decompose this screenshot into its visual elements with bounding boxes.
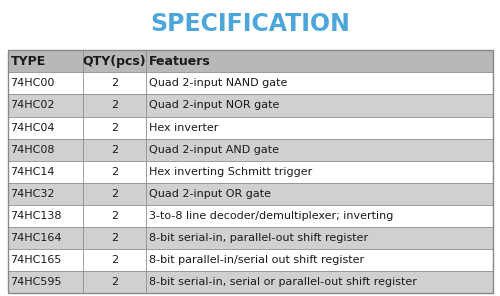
Bar: [8, 94, 83, 117]
Text: 2: 2: [110, 78, 118, 89]
Bar: [82, 94, 146, 117]
Bar: [82, 183, 146, 205]
Text: Quad 2-input NOR gate: Quad 2-input NOR gate: [148, 100, 279, 110]
Bar: [8, 50, 492, 293]
Bar: [8, 139, 83, 161]
Bar: [146, 227, 492, 249]
Text: 74HC32: 74HC32: [10, 189, 55, 199]
Text: 74HC14: 74HC14: [10, 167, 55, 177]
Bar: [8, 227, 83, 249]
Bar: [82, 117, 146, 139]
Bar: [8, 271, 83, 293]
Text: Quad 2-input AND gate: Quad 2-input AND gate: [148, 145, 278, 155]
Text: 2: 2: [110, 189, 118, 199]
Text: 8-bit parallel-in/serial out shift register: 8-bit parallel-in/serial out shift regis…: [148, 255, 364, 265]
Text: Quad 2-input NAND gate: Quad 2-input NAND gate: [148, 78, 287, 89]
Text: 2: 2: [110, 167, 118, 177]
Bar: [8, 205, 83, 227]
Bar: [8, 73, 83, 94]
Bar: [146, 249, 492, 271]
Bar: [8, 50, 83, 73]
Text: 74HC595: 74HC595: [10, 277, 62, 287]
Bar: [82, 249, 146, 271]
Text: 8-bit serial-in, serial or parallel-out shift register: 8-bit serial-in, serial or parallel-out …: [148, 277, 416, 287]
Text: SPECIFICATION: SPECIFICATION: [150, 12, 350, 36]
Text: 2: 2: [110, 255, 118, 265]
Text: 2: 2: [110, 145, 118, 155]
Bar: [146, 50, 492, 73]
Text: 3-to-8 line decoder/demultiplexer; inverting: 3-to-8 line decoder/demultiplexer; inver…: [148, 211, 393, 221]
Text: 2: 2: [110, 123, 118, 133]
Bar: [146, 117, 492, 139]
Bar: [146, 205, 492, 227]
Bar: [82, 161, 146, 183]
Bar: [146, 73, 492, 94]
Text: 74HC165: 74HC165: [10, 255, 62, 265]
Bar: [146, 183, 492, 205]
Bar: [8, 161, 83, 183]
Text: 74HC04: 74HC04: [10, 123, 55, 133]
Text: 2: 2: [110, 211, 118, 221]
Text: 8-bit serial-in, parallel-out shift register: 8-bit serial-in, parallel-out shift regi…: [148, 233, 368, 243]
Text: Hex inverting Schmitt trigger: Hex inverting Schmitt trigger: [148, 167, 312, 177]
Text: Featuers: Featuers: [148, 55, 210, 68]
Text: Hex inverter: Hex inverter: [148, 123, 218, 133]
Text: 2: 2: [110, 233, 118, 243]
Text: Quad 2-input OR gate: Quad 2-input OR gate: [148, 189, 270, 199]
Text: QTY(pcs): QTY(pcs): [82, 55, 146, 68]
Bar: [8, 183, 83, 205]
Text: 2: 2: [110, 100, 118, 110]
Bar: [8, 249, 83, 271]
Text: 2: 2: [110, 277, 118, 287]
Bar: [146, 139, 492, 161]
Bar: [8, 117, 83, 139]
Bar: [82, 271, 146, 293]
Text: 74HC02: 74HC02: [10, 100, 55, 110]
Text: 74HC08: 74HC08: [10, 145, 55, 155]
Bar: [146, 271, 492, 293]
Bar: [82, 205, 146, 227]
Text: TYPE: TYPE: [10, 55, 46, 68]
Bar: [82, 139, 146, 161]
Text: 74HC164: 74HC164: [10, 233, 62, 243]
Text: 74HC138: 74HC138: [10, 211, 62, 221]
Bar: [82, 227, 146, 249]
Bar: [82, 50, 146, 73]
Text: 74HC00: 74HC00: [10, 78, 55, 89]
Bar: [146, 94, 492, 117]
Bar: [82, 73, 146, 94]
Bar: [146, 161, 492, 183]
